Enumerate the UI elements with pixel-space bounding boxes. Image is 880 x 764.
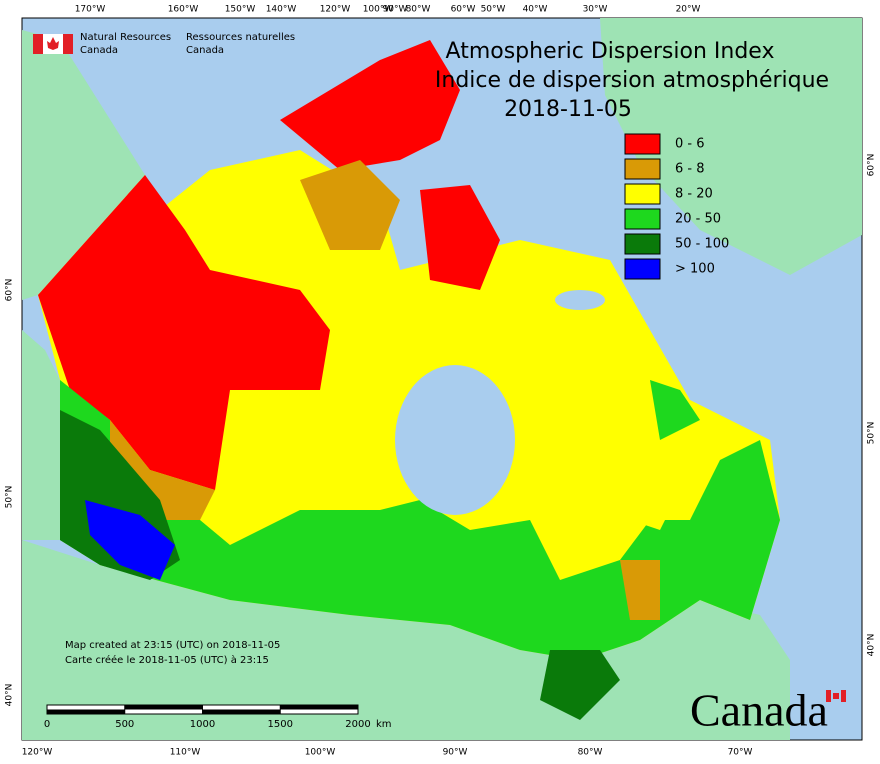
map-date: 2018-11-05 bbox=[504, 97, 632, 122]
landmass bbox=[22, 18, 862, 740]
longitude-label: 80°W bbox=[578, 748, 603, 758]
agency-fr: Canada bbox=[186, 45, 224, 56]
longitude-label: 60°W bbox=[451, 5, 476, 15]
longitude-label: 140°W bbox=[266, 5, 297, 15]
longitude-label: 120°W bbox=[22, 748, 53, 758]
scale-segment bbox=[202, 709, 281, 714]
longitude-label: 70°W bbox=[728, 748, 753, 758]
legend-label: 6 - 8 bbox=[675, 162, 705, 177]
latitude-label: 60°N bbox=[867, 154, 877, 177]
latitude-label: 40°N bbox=[867, 634, 877, 657]
legend-label: 8 - 20 bbox=[675, 187, 713, 202]
latitude-label: 60°N bbox=[5, 279, 15, 302]
latitude-label: 50°N bbox=[5, 486, 15, 509]
legend-swatch bbox=[624, 258, 661, 280]
scale-label: 1000 bbox=[190, 719, 215, 730]
scale-unit: km bbox=[376, 719, 392, 730]
map-title: Atmospheric Dispersion Index bbox=[446, 39, 775, 64]
legend-label: > 100 bbox=[675, 262, 715, 277]
legend-swatch bbox=[624, 158, 661, 180]
agency-en: Canada bbox=[80, 45, 118, 56]
longitude-label: 40°W bbox=[523, 5, 548, 15]
longitude-label: 120°W bbox=[320, 5, 351, 15]
scale-label: 2000 bbox=[345, 719, 370, 730]
scale-label: 500 bbox=[115, 719, 134, 730]
map-title: Indice de dispersion atmosphérique bbox=[435, 68, 829, 93]
longitude-label: 170°W bbox=[75, 5, 106, 15]
longitude-label: 110°W bbox=[170, 748, 201, 758]
scale-segment bbox=[124, 705, 203, 710]
legend-label: 20 - 50 bbox=[675, 212, 721, 227]
longitude-label: 150°W bbox=[225, 5, 256, 15]
longitude-label: 50°W bbox=[481, 5, 506, 15]
footer-note: Carte créée le 2018-11-05 (UTC) à 23:15 bbox=[65, 654, 269, 666]
agency-en: Natural Resources bbox=[80, 32, 171, 43]
scale-label: 1500 bbox=[268, 719, 293, 730]
latitude-label: 50°N bbox=[867, 422, 877, 445]
legend-swatch bbox=[624, 233, 661, 255]
longitude-label: 30°W bbox=[583, 5, 608, 15]
flag-logo bbox=[33, 34, 73, 54]
legend-label: 50 - 100 bbox=[675, 237, 729, 252]
longitude-label: 90°W bbox=[383, 5, 408, 15]
longitude-label: 160°W bbox=[168, 5, 199, 15]
longitude-label: 90°W bbox=[443, 748, 468, 758]
footer-note: Map created at 23:15 (UTC) on 2018-11-05 bbox=[65, 640, 280, 651]
legend-swatch bbox=[624, 183, 661, 205]
longitude-label: 100°W bbox=[305, 748, 336, 758]
longitude-label: 20°W bbox=[676, 5, 701, 15]
scale-segment bbox=[280, 705, 358, 710]
legend-label: 0 - 6 bbox=[675, 137, 705, 152]
latitude-label: 40°N bbox=[5, 684, 15, 707]
longitude-label: 100°W bbox=[363, 5, 394, 15]
scale-segment bbox=[47, 709, 125, 714]
legend-swatch bbox=[624, 208, 661, 230]
legend-swatch bbox=[624, 133, 661, 155]
wordmark-flag bbox=[826, 690, 846, 702]
scale-label: 0 bbox=[44, 719, 50, 730]
longitude-label: 80°W bbox=[406, 5, 431, 15]
agency-fr: Ressources naturelles bbox=[186, 32, 295, 43]
wordmark: Canada bbox=[690, 685, 828, 736]
